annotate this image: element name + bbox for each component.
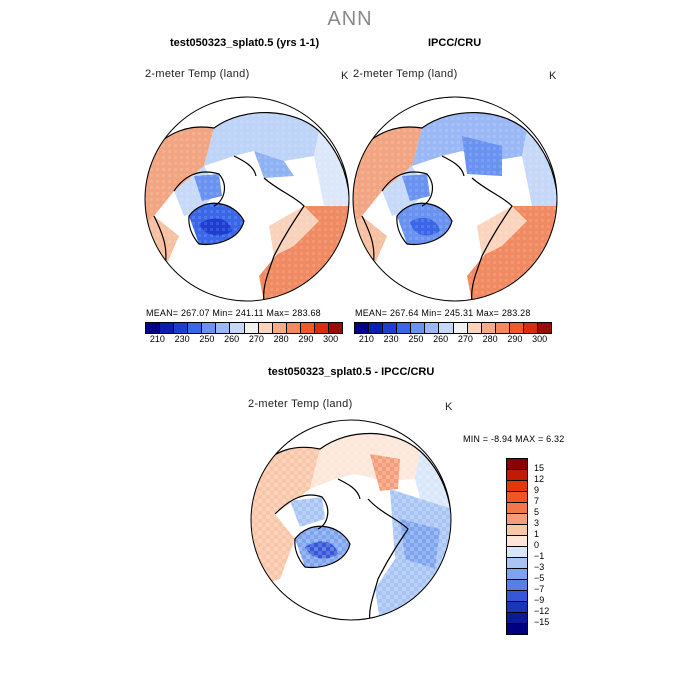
- colorbar-tick-label: 12: [534, 474, 545, 484]
- colorbar-swatch: [216, 323, 231, 333]
- right-polar-map: [352, 96, 558, 302]
- colorbar-swatch: [507, 492, 527, 503]
- colorbar-tick-label: −9: [534, 595, 545, 605]
- colorbar-swatch: [507, 503, 527, 514]
- colorbar-swatch: [174, 323, 189, 333]
- colorbar-tick-label: 230: [174, 334, 190, 344]
- left-colorbar: 210 230 250 260 270 280 290 300: [145, 322, 343, 346]
- colorbar-swatch: [507, 481, 527, 492]
- colorbar-tick-label: 250: [408, 334, 424, 344]
- colorbar-tick-label: 300: [323, 334, 339, 344]
- colorbar-tick-label: 260: [224, 334, 240, 344]
- diff-colorbar: [506, 458, 528, 635]
- colorbar-swatch: [369, 323, 384, 333]
- right-stats: MEAN= 267.64 Min= 245.31 Max= 283.28: [355, 308, 531, 318]
- colorbar-swatch: [300, 323, 315, 333]
- right-colorbar: 210 230 250 260 270 280 290 300: [354, 322, 552, 346]
- colorbar-swatch: [507, 580, 527, 591]
- colorbar-swatch: [383, 323, 398, 333]
- diff-polar-map: [250, 419, 452, 621]
- colorbar-swatch: [258, 323, 273, 333]
- diff-colorbar-ticks: 15 12 9 7 5 3 1 0 −1 −3 −5 −7 −9 −12 −15: [534, 458, 574, 628]
- colorbar-tick-label: 230: [383, 334, 399, 344]
- colorbar-tick-label: 5: [534, 507, 540, 517]
- colorbar-swatch: [188, 323, 203, 333]
- colorbar-tick-label: −12: [534, 606, 550, 616]
- colorbar-swatch: [467, 323, 482, 333]
- colorbar-swatch: [286, 323, 301, 333]
- diff-panel-title: test050323_splat0.5 - IPCC/CRU: [268, 366, 435, 378]
- left-polar-map: [144, 96, 350, 302]
- left-unit-label: K: [341, 70, 349, 82]
- colorbar-tick-label: 270: [457, 334, 473, 344]
- colorbar-swatch: [538, 323, 552, 333]
- colorbar-swatch: [507, 602, 527, 613]
- diff-unit-label: K: [445, 401, 453, 413]
- page-title: ANN: [327, 8, 373, 30]
- colorbar-swatch: [507, 536, 527, 547]
- colorbar-swatch: [146, 323, 161, 333]
- colorbar-swatch: [507, 613, 527, 624]
- colorbar-swatch: [523, 323, 539, 333]
- diff-minmax: MIN = -8.94 MAX = 6.32: [463, 434, 565, 444]
- colorbar-swatch: [507, 459, 527, 470]
- colorbar-tick-label: 0: [534, 540, 540, 550]
- colorbar-swatch: [481, 323, 496, 333]
- colorbar-swatch: [453, 323, 468, 333]
- colorbar-tick-label: −5: [534, 573, 545, 583]
- colorbar-swatch: [507, 591, 527, 602]
- colorbar-swatch: [507, 514, 527, 525]
- colorbar-swatch: [509, 323, 524, 333]
- colorbar-swatch: [355, 323, 370, 333]
- colorbar-tick-label: 250: [199, 334, 215, 344]
- colorbar-swatch: [507, 470, 527, 481]
- colorbar-swatch: [507, 525, 527, 536]
- colorbar-swatch: [507, 547, 527, 558]
- colorbar-swatch: [244, 323, 259, 333]
- colorbar-tick-label: 210: [149, 334, 165, 344]
- colorbar-swatch: [272, 323, 287, 333]
- colorbar-tick-label: 9: [534, 485, 540, 495]
- right-panel-title: IPCC/CRU: [428, 37, 482, 49]
- colorbar-swatch: [397, 323, 412, 333]
- diff-variable-label: 2-meter Temp (land): [248, 398, 353, 410]
- left-stats: MEAN= 267.07 Min= 241.11 Max= 283.68: [146, 308, 321, 318]
- colorbar-swatch: [160, 323, 175, 333]
- colorbar-tick-label: −3: [534, 562, 545, 572]
- colorbar-swatch: [314, 323, 330, 333]
- right-unit-label: K: [549, 70, 557, 82]
- colorbar-tick-label: 290: [507, 334, 523, 344]
- colorbar-swatch: [507, 558, 527, 569]
- left-panel-title: test050323_splat0.5 (yrs 1-1): [170, 37, 320, 49]
- colorbar-tick-label: −1: [534, 551, 545, 561]
- colorbar-swatch: [439, 323, 454, 333]
- colorbar-swatch: [507, 624, 527, 634]
- colorbar-tick-label: 300: [532, 334, 548, 344]
- colorbar-tick-label: −15: [534, 617, 550, 627]
- colorbar-tick-label: 3: [534, 518, 540, 528]
- colorbar-swatch: [230, 323, 245, 333]
- colorbar-tick-label: 270: [248, 334, 264, 344]
- colorbar-tick-label: 210: [358, 334, 374, 344]
- colorbar-swatch: [202, 323, 217, 333]
- right-variable-label: 2-meter Temp (land): [353, 68, 458, 80]
- colorbar-swatch: [425, 323, 440, 333]
- colorbar-tick-label: 280: [482, 334, 498, 344]
- colorbar-swatch: [495, 323, 510, 333]
- colorbar-tick-label: −7: [534, 584, 545, 594]
- colorbar-tick-label: 1: [534, 529, 540, 539]
- colorbar-tick-label: 280: [273, 334, 289, 344]
- colorbar-tick-label: 260: [433, 334, 449, 344]
- colorbar-swatch: [507, 569, 527, 580]
- colorbar-tick-label: 290: [298, 334, 314, 344]
- colorbar-swatch: [329, 323, 343, 333]
- colorbar-tick-label: 7: [534, 496, 540, 506]
- colorbar-swatch: [411, 323, 426, 333]
- colorbar-tick-label: 15: [534, 463, 545, 473]
- left-variable-label: 2-meter Temp (land): [145, 68, 250, 80]
